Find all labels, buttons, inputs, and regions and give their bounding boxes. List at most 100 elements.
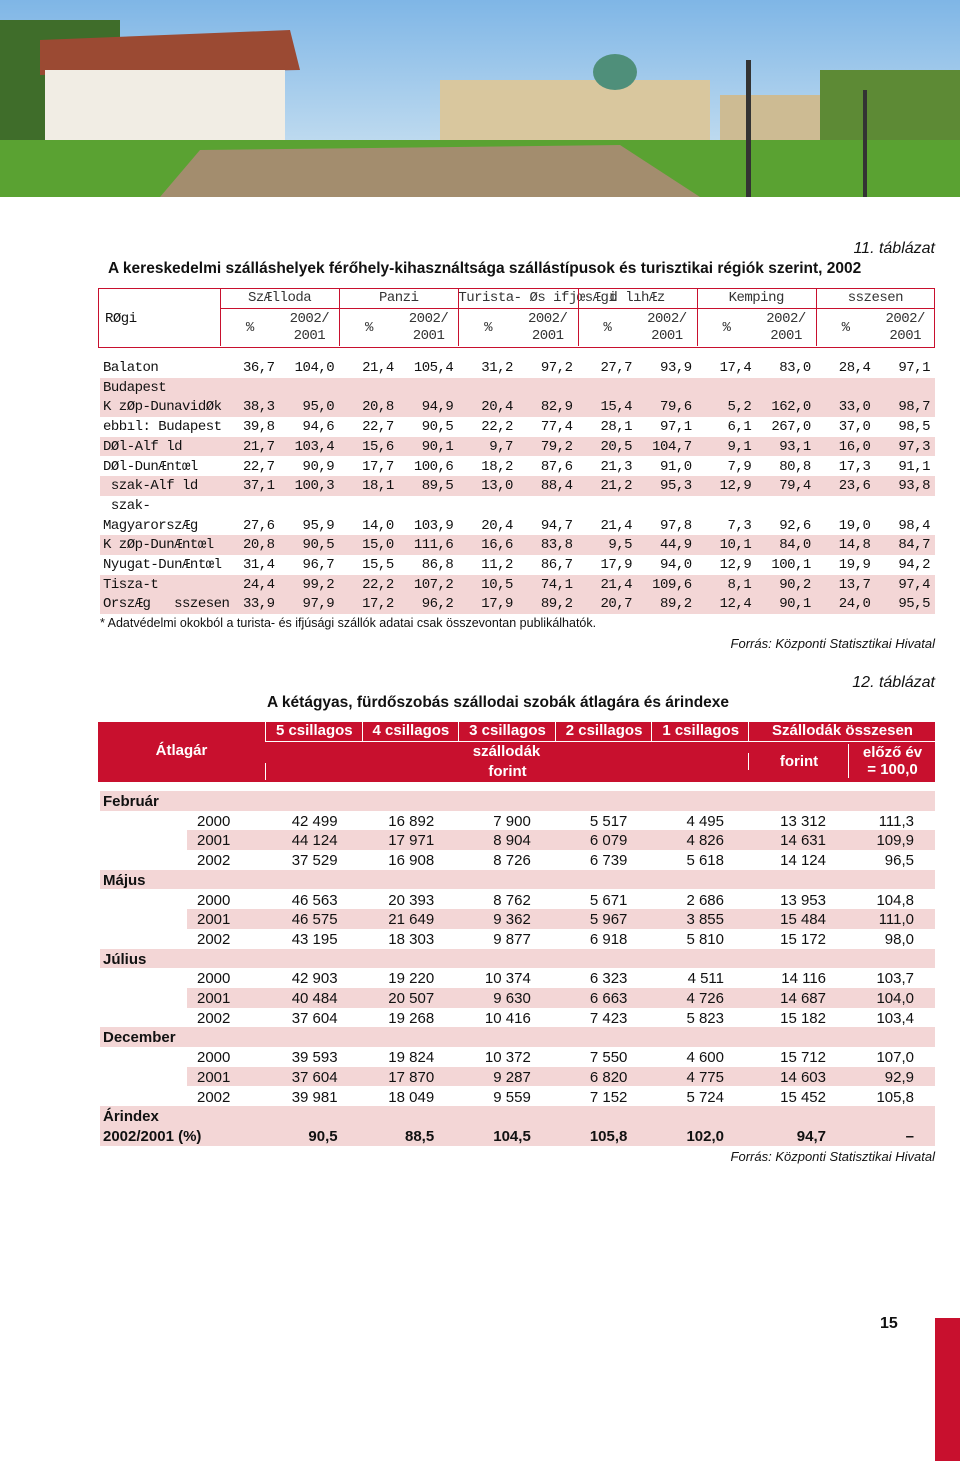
cell: 42 499 <box>291 812 338 830</box>
corner: Átlagár <box>155 742 208 759</box>
cell: 6 918 <box>589 930 628 948</box>
year: 2002 <box>197 930 231 948</box>
cell: 9 630 <box>493 990 531 1007</box>
cell: 20,4 <box>481 517 513 534</box>
index-label: Árindex <box>103 1108 159 1126</box>
row-shade <box>100 869 935 890</box>
column-sub: 2002/ 2001 <box>766 311 806 344</box>
cell: 15,6 <box>362 438 394 455</box>
cell: 4 775 <box>686 1068 724 1086</box>
cell: 8,1 <box>727 576 752 593</box>
header-divider <box>220 288 221 346</box>
cell: 27,7 <box>600 360 633 376</box>
cell: 22,2 <box>362 576 394 593</box>
column-sub: 2002/ 2001 <box>289 311 330 344</box>
cell: 95,5 <box>898 596 930 613</box>
cell: 46 575 <box>291 911 338 929</box>
cell: 14,0 <box>362 517 394 534</box>
header-divider <box>577 288 579 346</box>
cell: 97,9 <box>302 596 335 613</box>
cell: 4 600 <box>686 1049 724 1067</box>
cell: 94,9 <box>421 399 454 416</box>
row-label: DØl-DunÆntœl <box>103 458 198 475</box>
cell: 4 726 <box>686 990 724 1007</box>
cell: 94,2 <box>898 557 930 573</box>
cell: 19 824 <box>388 1049 435 1067</box>
cell: 74,1 <box>540 576 573 593</box>
cell: 19 268 <box>388 1009 435 1027</box>
cell: 14,8 <box>838 537 871 554</box>
cell: 7,3 <box>727 517 752 534</box>
cell: 100,1 <box>771 557 811 573</box>
cell: 83,0 <box>779 360 811 376</box>
cell: 18 049 <box>388 1088 435 1106</box>
cell: 13 312 <box>780 812 826 830</box>
cell: 90,5 <box>421 419 454 436</box>
column-sub: % <box>603 320 612 336</box>
cell: 93,9 <box>660 360 692 376</box>
cell: 86,7 <box>540 557 573 573</box>
cell: 43 195 <box>291 930 338 948</box>
cell: 104,8 <box>876 891 914 909</box>
cell: 103,4 <box>876 1009 914 1027</box>
cell: 17,9 <box>481 596 513 613</box>
cell: 21,2 <box>600 478 633 495</box>
cell: 9,5 <box>608 537 633 554</box>
year: 2002 <box>197 1088 231 1106</box>
cell: 24,4 <box>242 576 275 593</box>
header-bg <box>98 722 935 782</box>
cell: 95,3 <box>660 478 692 495</box>
row-label: DØl-Alf ld <box>103 438 183 455</box>
cell: 6 079 <box>589 832 628 850</box>
cell: 104,0 <box>294 360 335 376</box>
cell: 98,0 <box>884 930 914 948</box>
column-header: 4 csillagos <box>361 722 460 742</box>
row-label: Balaton <box>103 360 159 376</box>
cell: 24,0 <box>838 596 871 613</box>
column-group: d lıhÆz <box>609 290 665 306</box>
cell: 9 287 <box>493 1068 531 1086</box>
column-sub: 2002/ 2001 <box>647 311 687 344</box>
cell: 28,1 <box>600 419 633 436</box>
cell: 86,8 <box>421 557 454 573</box>
header-photo <box>0 0 960 197</box>
group-label: Május <box>103 871 146 889</box>
cell: 111,3 <box>878 812 914 830</box>
cell: 10 372 <box>484 1049 531 1067</box>
cell: 37 529 <box>291 852 338 870</box>
row-shade <box>100 574 935 595</box>
cell: 96,7 <box>302 557 335 573</box>
cell: 31,2 <box>481 360 513 376</box>
cell: 5 724 <box>686 1088 724 1106</box>
cell: 38,3 <box>242 399 275 416</box>
cell: 98,5 <box>898 419 930 436</box>
cell: 14 124 <box>780 852 826 870</box>
cell: 6 323 <box>589 970 628 988</box>
cell: 90,5 <box>308 1127 338 1145</box>
column-sub: 2002/ 2001 <box>885 311 925 344</box>
year: 2002 <box>197 1009 231 1027</box>
row-shade <box>100 377 935 418</box>
cell: 18,1 <box>362 478 394 495</box>
cell: 267,0 <box>771 419 811 436</box>
cell: 90,5 <box>302 537 335 554</box>
cell: 95,9 <box>302 517 335 534</box>
cell: 15,5 <box>362 557 394 573</box>
cell: 11,2 <box>481 557 513 573</box>
row-label: ebbıl: Budapest <box>103 419 222 436</box>
column-group: Panzi <box>378 290 419 306</box>
cell: 20,8 <box>362 399 394 416</box>
cell: 14 603 <box>780 1068 826 1086</box>
row-shade <box>100 1106 935 1146</box>
header-divider <box>815 288 817 346</box>
cell: 13,0 <box>481 478 513 495</box>
group-label: Július <box>103 950 147 968</box>
cell: 19,0 <box>838 517 871 534</box>
column-sub: 2002/ 2001 <box>527 311 568 344</box>
cell: 96,5 <box>884 852 914 870</box>
cell: 94,6 <box>302 419 335 436</box>
row-shade <box>100 594 935 615</box>
cell: 7 550 <box>589 1049 628 1067</box>
cell: 20,5 <box>600 438 633 455</box>
cell: 12,4 <box>719 596 752 613</box>
